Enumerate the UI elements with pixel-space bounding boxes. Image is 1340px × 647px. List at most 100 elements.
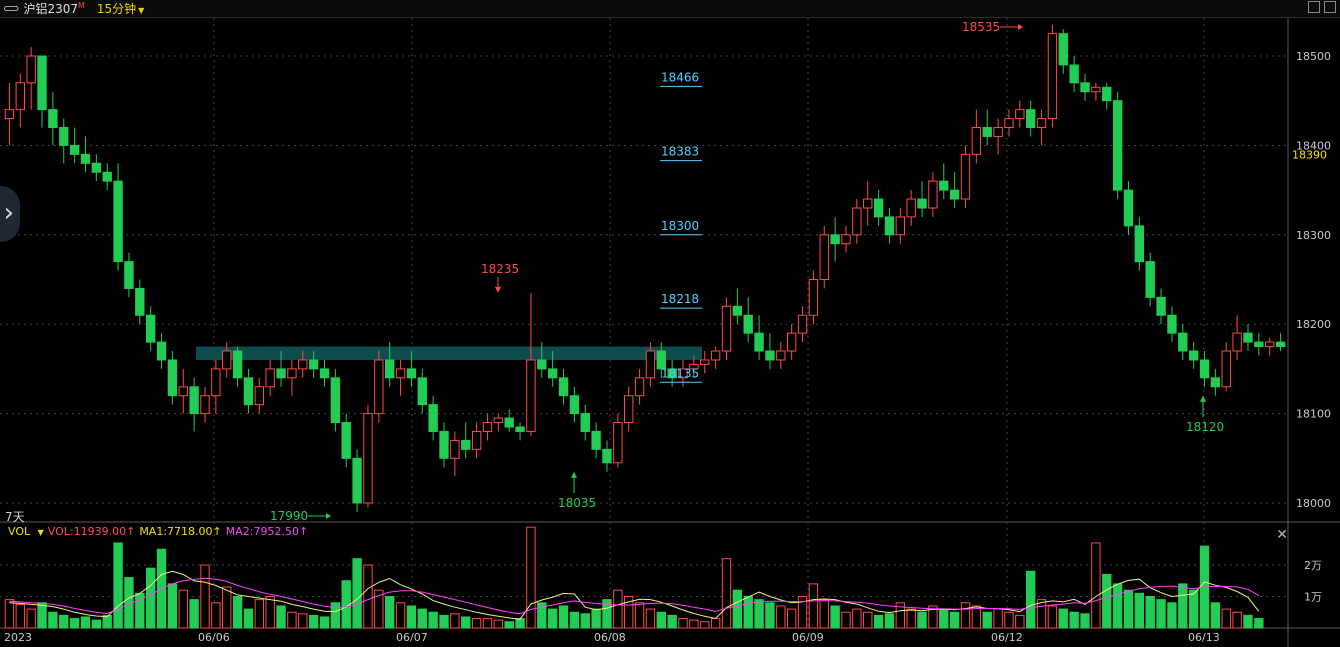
volume-bar (1069, 611, 1079, 629)
level-label: 18300 (661, 219, 699, 233)
candle-body (15, 82, 25, 111)
ma2-line (9, 577, 1260, 615)
vol-value: VOL:11939.00↑ (47, 524, 136, 538)
candle-body (135, 287, 145, 316)
volume-bar (917, 611, 927, 629)
candle-body (471, 430, 482, 450)
volume-bar (254, 599, 264, 629)
candle-body (461, 439, 471, 450)
extreme-label: 18235 (481, 262, 519, 276)
volume-bar (765, 602, 775, 629)
volume-bar (298, 613, 308, 629)
expand-sidebar-button[interactable]: › (0, 186, 20, 242)
candle-body (884, 216, 895, 236)
volume-bar (852, 608, 862, 629)
candle-body (243, 377, 254, 406)
price-tick-label: 18400 (1296, 139, 1331, 152)
contract-symbol[interactable]: 沪铝2307M (23, 0, 84, 17)
candle-body (819, 234, 829, 281)
switch-icon[interactable]: ⊂⊃ (3, 2, 20, 15)
candle-body (852, 207, 862, 236)
extreme-label: 18535 (962, 20, 1000, 34)
date-label: 06/09 (792, 631, 824, 644)
volume-bar (700, 621, 710, 629)
candle-body (1254, 341, 1264, 348)
candle-body (624, 395, 634, 424)
volume-bar (1058, 608, 1068, 629)
candle-body (830, 234, 840, 245)
volume-bar (211, 602, 221, 629)
candle-body (352, 457, 362, 504)
candle-body (1091, 86, 1101, 93)
volume-bar (91, 619, 102, 629)
candle-body (276, 368, 286, 379)
candle-body (786, 332, 797, 352)
volume-bar (689, 619, 699, 629)
candle-body (200, 395, 210, 415)
indicator-name[interactable]: VOL ▼ (4, 525, 44, 538)
volume-bar (558, 605, 569, 629)
volume-bar (428, 611, 438, 629)
volume-bar (1134, 592, 1145, 629)
candle-body (298, 359, 308, 370)
range-label[interactable]: 7天 (5, 510, 25, 524)
candle-body (80, 153, 91, 164)
date-label: 06/06 (198, 631, 230, 644)
volume-bar (754, 599, 764, 629)
volume-bar (504, 621, 514, 629)
chevron-down-icon: ▼ (37, 527, 44, 537)
period-selector[interactable]: 15分钟 ▼ (97, 0, 144, 17)
price-tick-label: 18100 (1296, 408, 1331, 421)
candle-body (363, 413, 373, 504)
candle-body (1178, 332, 1188, 352)
candle-body (765, 350, 775, 361)
volume-tick-label: 2万 (1304, 559, 1322, 572)
candle-body (1047, 33, 1058, 120)
volume-bar (993, 608, 1003, 629)
volume-bar (678, 618, 688, 629)
candle-body (308, 359, 319, 370)
volume-bar (37, 602, 47, 629)
volume-bar (515, 618, 525, 629)
volume-bar (232, 596, 243, 629)
candle-body (482, 422, 493, 432)
candle-body (395, 368, 406, 379)
maximize-window-button[interactable] (1324, 1, 1336, 13)
volume-bar (1102, 573, 1112, 629)
volume-bar (776, 605, 786, 629)
candle-body (1080, 82, 1090, 93)
candle-body (450, 439, 460, 459)
price-tick-label: 18200 (1296, 318, 1331, 331)
top-toolbar: ⊂⊃ 沪铝2307M 15分钟 ▼ (0, 0, 1340, 18)
close-icon[interactable]: ✕ (1276, 527, 1288, 543)
candle-body (59, 127, 69, 146)
volume-bar (1188, 589, 1199, 629)
candle-body (906, 198, 916, 218)
volume-bar (1080, 613, 1090, 629)
volume-bar (178, 589, 188, 629)
restore-window-button[interactable] (1308, 1, 1320, 13)
kline-chart[interactable]: 18000 18100 18200 18300 18400 18500 2万 1万 2023 06… (0, 18, 1340, 647)
candle-body (667, 368, 677, 379)
volume-bar (450, 613, 460, 629)
candle-body (1275, 341, 1286, 348)
candle-body (1112, 100, 1123, 191)
volume-bar (732, 589, 743, 629)
candle-body (222, 350, 232, 370)
volume-bar (48, 611, 58, 629)
volume-legend: VOL ▼ VOL:11939.00↑ MA1:7718.00↑ MA2:795… (0, 523, 308, 539)
volume-bar (569, 611, 580, 629)
candle-body (1232, 332, 1242, 352)
price-tick-label: 18300 (1296, 229, 1331, 242)
candle-body (1210, 377, 1221, 388)
volume-bar (1178, 583, 1188, 629)
volume-bar (602, 599, 612, 629)
candle-body (232, 350, 243, 379)
volume-bar (1036, 599, 1047, 629)
volume-bar (167, 583, 178, 629)
candle-body (1221, 350, 1231, 388)
volume-bar (1026, 570, 1036, 629)
extreme-label: 18035 (558, 496, 596, 510)
price-tick-label: 18500 (1296, 50, 1331, 63)
candle-body (754, 332, 764, 352)
